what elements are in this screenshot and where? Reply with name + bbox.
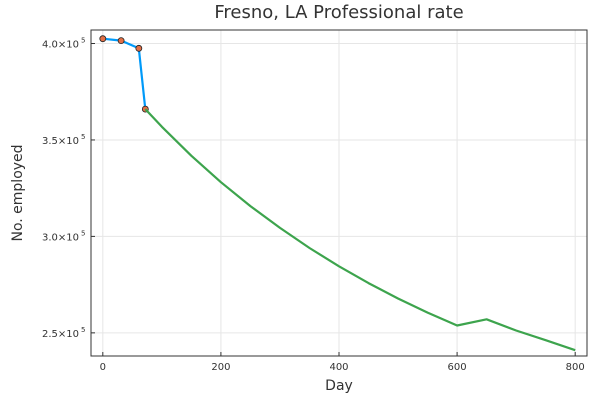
series-layer xyxy=(99,35,576,352)
x-tick-label: 800 xyxy=(566,362,585,373)
series-line-1 xyxy=(102,37,147,110)
data-point xyxy=(117,37,125,45)
y-tick-exponent: 5 xyxy=(81,326,85,334)
y-tick-exponent: 5 xyxy=(81,229,85,237)
y-tick-label: 3.5×10 xyxy=(42,136,79,147)
x-tick-label: 0 xyxy=(100,362,106,373)
x-tick-label: 200 xyxy=(211,362,230,373)
x-axis-label: Day xyxy=(325,378,353,394)
x-tick-label: 400 xyxy=(329,362,348,373)
y-axis-label: No. employed xyxy=(10,144,26,241)
y-axis-ticks: 2.5×10 53.0×10 53.5×10 54.0×10 5 xyxy=(42,37,95,340)
y-tick-label: 2.5×10 xyxy=(42,329,79,340)
x-tick-label: 600 xyxy=(448,362,467,373)
x-axis-ticks: 0 200 400 600 800 xyxy=(100,352,585,373)
series-line-2 xyxy=(144,108,576,352)
y-tick-label: 4.0×10 xyxy=(42,40,79,51)
grid xyxy=(91,30,587,356)
y-tick-exponent: 5 xyxy=(81,133,85,141)
y-tick-exponent: 5 xyxy=(81,37,85,45)
y-tick-label: 3.0×10 xyxy=(42,232,79,243)
chart-title: Fresno, LA Professional rate xyxy=(214,2,463,23)
data-point xyxy=(135,44,143,52)
data-point xyxy=(99,35,107,43)
